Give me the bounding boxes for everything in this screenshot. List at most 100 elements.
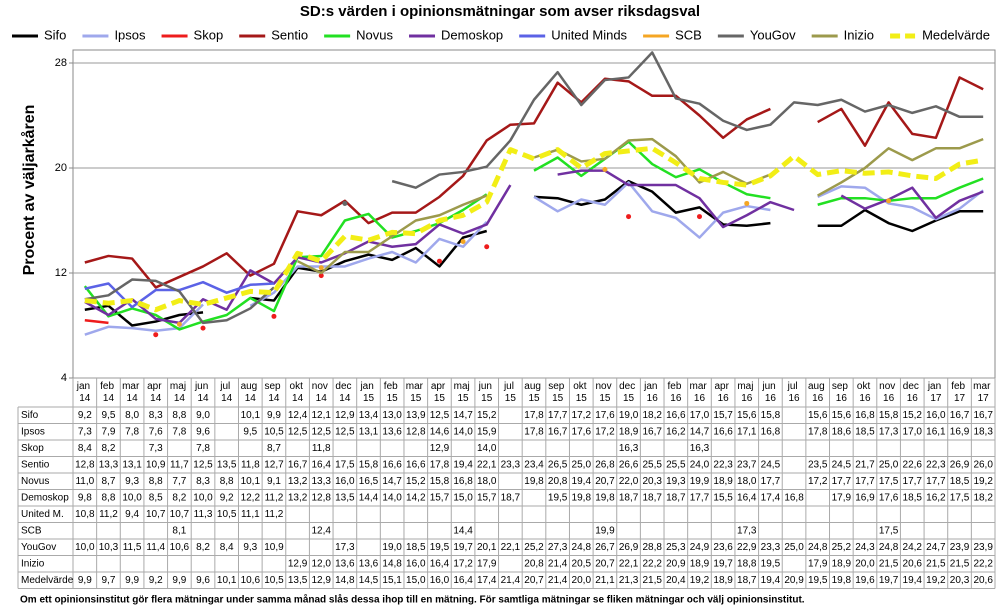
table-cell: 14,7	[453, 410, 473, 421]
table-cell: 18,5	[406, 542, 426, 553]
table-cell: 26,7	[595, 542, 615, 553]
x-tick-label: mar 16	[689, 381, 709, 404]
y-tick-label: 28	[55, 57, 67, 69]
table-cell: 23,7	[737, 459, 757, 470]
table-cell: 23,3	[501, 459, 521, 470]
table-cell: 10,0	[193, 492, 213, 503]
table-cell: 19,2	[973, 476, 993, 487]
table-cell: 19,4	[453, 459, 473, 470]
table-cell: 18,9	[713, 476, 733, 487]
x-tick-label: mar 17	[973, 381, 993, 404]
table-cell: 16,7	[288, 459, 308, 470]
x-tick-label: okt 14	[290, 381, 306, 404]
table-cell: 9,0	[196, 410, 210, 421]
series-point	[696, 214, 702, 220]
table-cell: 19,5	[808, 575, 828, 586]
x-tick-label: jun 15	[478, 381, 495, 404]
table-cell: 11,3	[194, 509, 213, 520]
series-point	[602, 166, 608, 172]
table-cell: 16,6	[382, 459, 402, 470]
table-cell: 14,7	[382, 476, 402, 487]
table-cell: 16,7	[950, 410, 970, 421]
table-cell: 16,4	[430, 558, 450, 569]
table-cell: 7,8	[125, 426, 139, 437]
table-cell: 20,3	[950, 575, 970, 586]
table-cell: 12,9	[311, 575, 331, 586]
x-tick-label: feb 16	[668, 381, 685, 404]
table-cell: 17,0	[690, 410, 710, 421]
table-cell: 18,5	[855, 426, 875, 437]
table-cell: 12,0	[311, 558, 331, 569]
table-cell: 14,4	[453, 525, 473, 536]
table-row-label: Sifo	[21, 410, 39, 421]
table-cell: 20,7	[595, 476, 615, 487]
table-cell: 8,8	[172, 410, 186, 421]
table-cell: 18,7	[737, 575, 757, 586]
table-cell: 18,2	[642, 410, 662, 421]
table-cell: 10,6	[170, 542, 190, 553]
table-cell: 20,5	[572, 558, 592, 569]
table-cell: 11,2	[99, 509, 118, 520]
table-cell: 10,5	[217, 509, 237, 520]
x-tick-label: dec 16	[903, 381, 922, 404]
table-cell: 7,9	[102, 426, 116, 437]
x-tick-label: jun 14	[194, 381, 211, 404]
x-tick-label: nov 14	[312, 381, 331, 404]
table-cell: 7,6	[149, 426, 163, 437]
table-row-label: Medelvärde	[21, 575, 74, 586]
table-cell: 23,9	[950, 542, 970, 553]
x-tick-label: jul 15	[503, 381, 517, 404]
table-cell: 19,6	[855, 575, 875, 586]
table-cell: 12,4	[288, 410, 308, 421]
table-cell: 21,4	[548, 558, 568, 569]
table-cell: 19,2	[926, 575, 946, 586]
table-row-label: United M.	[21, 509, 64, 520]
table-cell: 9,8	[78, 492, 92, 503]
table-cell: 10,5	[264, 426, 284, 437]
table-cell: 12,8	[75, 459, 95, 470]
table-cell: 20,7	[524, 575, 544, 586]
table-cell: 24,8	[808, 542, 828, 553]
legend-label: Demoskop	[441, 27, 503, 42]
table-cell: 10,1	[217, 575, 237, 586]
table-cell: 9,5	[243, 426, 257, 437]
table-cell: 25,2	[832, 542, 852, 553]
table-cell: 16,8	[453, 476, 473, 487]
table-cell: 8,8	[220, 476, 234, 487]
table-cell: 17,4	[761, 492, 781, 503]
table-cell: 12,9	[288, 558, 308, 569]
table-cell: 18,9	[619, 426, 639, 437]
table-cell: 17,5	[879, 476, 899, 487]
table-cell: 18,9	[713, 575, 733, 586]
table-cell: 16,4	[311, 459, 331, 470]
table-cell: 9,2	[78, 410, 92, 421]
table-cell: 24,8	[572, 542, 592, 553]
table-cell: 12,9	[335, 410, 355, 421]
table-cell: 20,7	[595, 558, 615, 569]
table-cell: 18,3	[973, 426, 993, 437]
table-cell: 19,5	[761, 558, 781, 569]
table-cell: 15,8	[879, 410, 899, 421]
x-tick-label: sep 15	[548, 381, 567, 404]
table-cell: 19,4	[761, 575, 781, 586]
legend-label: United Minds	[551, 27, 627, 42]
table-cell: 25,3	[666, 542, 686, 553]
table-cell: 11,0	[75, 476, 94, 487]
legend-label: SCB	[675, 27, 702, 42]
table-cell: 9,6	[196, 426, 210, 437]
table-cell: 15,0	[406, 575, 426, 586]
table-cell: 17,6	[595, 410, 615, 421]
table-cell: 19,7	[453, 542, 473, 553]
table-cell: 18,7	[642, 492, 662, 503]
table-cell: 12,5	[311, 426, 331, 437]
table-cell: 16,3	[619, 443, 639, 454]
table-cell: 16,3	[690, 443, 710, 454]
table-cell: 13,5	[217, 459, 237, 470]
y-tick-label: 12	[55, 267, 67, 279]
table-cell: 14,0	[453, 426, 473, 437]
series-line	[297, 137, 984, 275]
x-tick-label: jan 15	[359, 381, 376, 404]
table-cell: 16,7	[642, 426, 662, 437]
table-cell: 26,0	[973, 459, 993, 470]
table-cell: 11,4	[146, 542, 165, 553]
